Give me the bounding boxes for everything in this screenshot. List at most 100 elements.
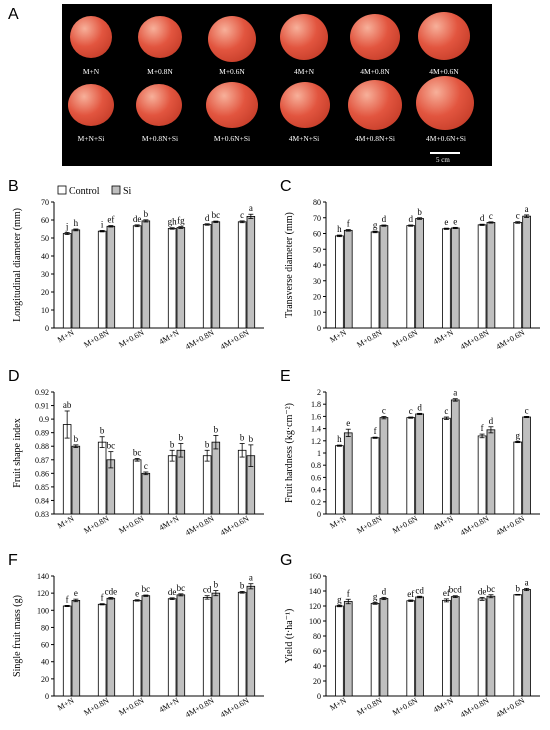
x-tick-label: M+0.8N	[355, 696, 383, 718]
bar	[71, 229, 81, 329]
bar	[211, 221, 221, 329]
bar	[370, 602, 380, 697]
x-tick-label: 4M+0.8N	[459, 696, 491, 720]
y-tick-label: 0	[317, 692, 321, 701]
bar	[406, 600, 416, 697]
y-tick-label: 80	[313, 198, 321, 207]
y-tick-label: 20	[41, 675, 49, 684]
significance-label: d	[480, 213, 485, 223]
significance-label: e	[444, 217, 448, 227]
significance-label: c	[489, 211, 493, 221]
y-tick-label: 50	[313, 245, 321, 254]
significance-label: cd	[203, 585, 212, 595]
panel-letter-g: G	[280, 552, 293, 569]
significance-label: h	[337, 434, 342, 444]
bar	[477, 598, 487, 697]
x-tick-label: 4M+N	[432, 514, 455, 533]
x-tick-label: 4M+0.6N	[494, 696, 526, 720]
photo-label: 4M+0.8N	[360, 67, 390, 76]
y-tick-label: 120	[309, 602, 321, 611]
significance-label: a	[249, 203, 253, 213]
bar	[450, 227, 460, 329]
significance-label: fg	[177, 216, 185, 226]
bar	[141, 472, 151, 515]
significance-label: bcd	[449, 585, 462, 595]
fruit-image	[208, 16, 256, 62]
y-tick-label: 60	[41, 216, 49, 225]
y-tick-label: 40	[313, 662, 321, 671]
x-tick-label: 4M+N	[432, 696, 455, 715]
significance-label: c	[444, 406, 448, 416]
panel-letter-e: E	[280, 368, 291, 385]
x-tick-label: M+0.6N	[117, 514, 145, 536]
y-tick-label: 1	[317, 449, 321, 458]
fruit-photo-panel: M+N M+0.8N M+0.6N 4M+N 4M+0.8N 4M+0.6N M…	[62, 4, 492, 166]
x-tick-label: M+0.6N	[391, 328, 419, 350]
bar	[450, 596, 460, 697]
fruit-image	[418, 12, 470, 60]
bar	[343, 601, 353, 697]
significance-label: de	[133, 214, 142, 224]
legend-swatch-si	[111, 185, 121, 195]
significance-label: b	[100, 426, 105, 436]
x-tick-label: 4M+0.6N	[219, 514, 251, 538]
bar	[415, 596, 424, 697]
photo-label: M+0.8N+Si	[141, 134, 179, 143]
significance-label: b	[240, 580, 245, 590]
bar	[237, 449, 247, 515]
y-tick-label: 0.8	[311, 461, 321, 470]
x-tick-label: 4M+0.6N	[219, 696, 251, 720]
significance-label: b	[240, 433, 245, 443]
legend-swatch-control	[57, 185, 67, 195]
significance-label: d	[408, 214, 413, 224]
y-tick-label: 0.89	[35, 429, 49, 438]
significance-label: b	[144, 209, 149, 219]
x-tick-label: M+0.6N	[117, 328, 145, 350]
bar	[211, 441, 221, 515]
bar	[379, 417, 389, 515]
significance-label: a	[525, 577, 529, 587]
bar	[335, 235, 344, 329]
y-tick-label: 100	[309, 617, 321, 626]
y-tick-label: 140	[309, 587, 321, 596]
x-tick-label: M+0.6N	[117, 696, 145, 718]
x-tick-label: M+0.8N	[355, 328, 383, 350]
significance-label: f	[347, 219, 350, 229]
y-tick-label: 40	[41, 658, 49, 667]
y-tick-label: 70	[41, 198, 49, 207]
bar	[335, 445, 344, 515]
y-axis-label: Longitudinal diameter (mm)	[12, 208, 23, 322]
significance-label: c	[144, 461, 148, 471]
scale-bar-label: 5 cm	[436, 156, 450, 164]
fruit-image	[280, 14, 328, 60]
bar	[132, 225, 142, 329]
y-tick-label: 70	[313, 214, 321, 223]
x-tick-label: M+N	[328, 514, 348, 531]
significance-label: ef	[443, 588, 450, 598]
y-tick-label: 60	[41, 641, 49, 650]
bar	[246, 585, 256, 697]
significance-label: bc	[142, 584, 151, 594]
significance-label: d	[382, 586, 387, 596]
chart-single-fruit-mass: 0 20 40 60 80 100 120 140 Single fruit mass (g) f…	[12, 572, 264, 720]
y-tick-label: 50	[41, 234, 49, 243]
significance-label: a	[453, 388, 457, 398]
bar	[513, 441, 523, 515]
significance-label: c	[409, 406, 413, 416]
significance-label: b	[170, 439, 175, 449]
significance-label: g	[337, 594, 342, 604]
bar	[522, 589, 531, 697]
x-tick-label: M+N	[56, 328, 76, 345]
y-tick-label: 0.84	[35, 496, 49, 505]
y-tick-label: 0.6	[311, 473, 321, 482]
bar	[343, 229, 353, 329]
photo-label: 4M+0.6N	[429, 67, 459, 76]
y-tick-label: 0.2	[311, 498, 321, 507]
significance-label: e	[453, 216, 457, 226]
y-axis-label: Single fruit mass (g)	[12, 595, 23, 677]
bar	[486, 222, 496, 329]
legend-label-si: Si	[123, 186, 132, 197]
chart-fruit-shape-index: 0.83 0.84 0.85 0.86 0.87 0.88 0.89 0.9 0.91 0.92 F…	[12, 388, 264, 538]
fruit-image	[416, 76, 474, 130]
y-tick-label: 0.88	[35, 442, 49, 451]
